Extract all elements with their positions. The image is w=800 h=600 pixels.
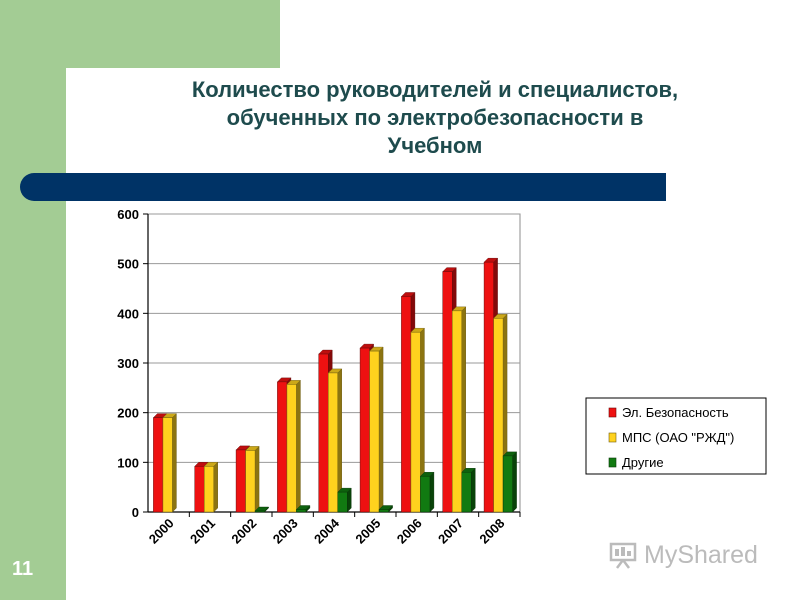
title-bar	[20, 173, 666, 201]
legend-label: МПС (ОАО "РЖД")	[622, 430, 734, 445]
legend-swatch	[608, 432, 617, 443]
bar	[204, 466, 214, 513]
x-tick-label: 2001	[187, 516, 218, 547]
bar-side	[213, 461, 218, 513]
x-tick-label: 2003	[270, 516, 301, 547]
bar-side	[471, 467, 476, 513]
x-tick-label: 2002	[228, 516, 259, 547]
x-tick-label: 2000	[146, 516, 177, 547]
bar-side	[254, 445, 260, 513]
bar-side	[296, 379, 301, 513]
bar-side	[429, 471, 435, 513]
top-band	[0, 0, 280, 68]
x-tick-label: 2004	[311, 515, 343, 547]
legend-swatch	[608, 407, 617, 418]
bar	[286, 384, 297, 513]
slide-title: Количество руководителей и специалистов,…	[100, 76, 770, 160]
bar	[461, 472, 472, 513]
bar	[153, 417, 164, 513]
bar	[401, 296, 412, 513]
x-tick-label: 2008	[476, 516, 507, 547]
bar	[369, 350, 380, 513]
y-tick-label: 0	[132, 505, 139, 520]
legend-label: Эл. Безопасность	[622, 405, 729, 420]
bar	[442, 271, 453, 513]
bar	[359, 347, 370, 513]
bar	[194, 466, 205, 513]
title-line: Учебном	[387, 133, 483, 158]
bar	[254, 510, 265, 513]
bar	[410, 331, 421, 513]
slide-number: 11	[12, 558, 34, 580]
presentation-icon	[609, 542, 637, 569]
bar-side	[172, 413, 177, 513]
watermark-text: MyShared	[644, 540, 758, 569]
bar	[328, 372, 338, 513]
y-tick-label: 600	[117, 207, 139, 222]
x-tick-label: 2005	[352, 516, 383, 547]
y-tick-label: 500	[117, 257, 139, 272]
title-line: обученных по электробезопасности в	[226, 105, 644, 130]
bar	[378, 509, 389, 513]
bar-side	[378, 346, 384, 513]
bar	[493, 318, 504, 513]
x-tick-label: 2006	[394, 516, 425, 547]
y-tick-label: 400	[117, 306, 139, 321]
bar	[235, 449, 246, 513]
legend-swatch	[608, 457, 617, 468]
bar	[337, 491, 348, 513]
sidebar-band	[0, 0, 66, 600]
bar	[502, 455, 513, 513]
bar	[162, 417, 173, 513]
title-line: Количество руководителей и специалистов,	[191, 77, 679, 102]
bar-side	[512, 451, 517, 513]
y-tick-label: 300	[117, 356, 139, 371]
x-tick-label: 2007	[435, 516, 466, 547]
bar	[318, 353, 329, 513]
bar	[452, 310, 462, 513]
bar	[296, 509, 307, 513]
watermark: MyShared	[608, 538, 758, 572]
legend-label: Другие	[622, 455, 664, 470]
bar	[277, 381, 288, 513]
y-tick-label: 200	[117, 406, 139, 421]
bar	[483, 261, 494, 513]
bar	[245, 450, 256, 513]
bar	[420, 475, 431, 513]
y-tick-label: 100	[117, 455, 139, 470]
